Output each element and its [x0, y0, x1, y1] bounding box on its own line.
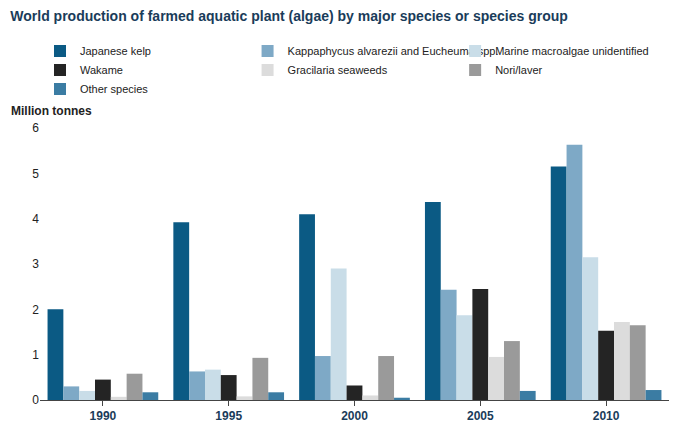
svg-text:Kappaphycus alvarezii and Euch: Kappaphycus alvarezii and Eucheuma spp. — [288, 45, 499, 57]
svg-text:1: 1 — [32, 348, 39, 362]
svg-text:2010: 2010 — [593, 409, 620, 423]
svg-text:3: 3 — [32, 257, 39, 271]
svg-text:Marine macroalgae unidentified: Marine macroalgae unidentified — [495, 45, 648, 57]
svg-text:1995: 1995 — [215, 409, 242, 423]
svg-text:2005: 2005 — [467, 409, 494, 423]
svg-text:4: 4 — [32, 212, 39, 226]
svg-text:Wakame: Wakame — [80, 64, 123, 76]
svg-text:Gracilaria seaweeds: Gracilaria seaweeds — [288, 64, 388, 76]
svg-text:Nori/laver: Nori/laver — [495, 64, 542, 76]
svg-text:World production of farmed aqu: World production of farmed aquatic plant… — [10, 8, 568, 24]
svg-text:6: 6 — [32, 121, 39, 135]
svg-text:Other species: Other species — [80, 83, 148, 95]
svg-text:5: 5 — [32, 167, 39, 181]
svg-text:Japanese kelp: Japanese kelp — [80, 45, 151, 57]
svg-text:1990: 1990 — [90, 409, 117, 423]
svg-text:Million tonnes: Million tonnes — [11, 104, 92, 118]
svg-text:2: 2 — [32, 303, 39, 317]
svg-text:2000: 2000 — [341, 409, 368, 423]
svg-text:0: 0 — [32, 393, 39, 407]
